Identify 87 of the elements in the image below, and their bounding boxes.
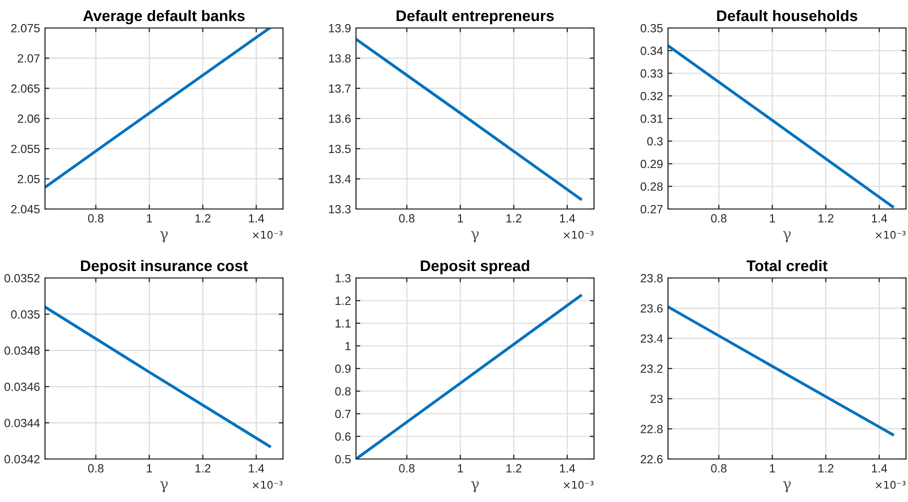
chart-title: Default households bbox=[717, 10, 858, 22]
y-tick-label: 2.07 bbox=[18, 54, 40, 63]
y-tick-label: 13.3 bbox=[329, 205, 351, 214]
x-axis-title: γ bbox=[160, 481, 168, 492]
y-tick-label: 2.055 bbox=[11, 144, 40, 154]
x-tick-label: 1.2 bbox=[195, 214, 210, 222]
x-tick-label: 0.8 bbox=[88, 214, 104, 223]
text: ×10⁻³ bbox=[252, 230, 282, 239]
y-tick-label: 0.35 bbox=[640, 24, 663, 32]
chart-title: Default entrepreneurs bbox=[396, 10, 554, 24]
y-tick-label: 1.3 bbox=[336, 274, 351, 282]
y-tick-label: 13.9 bbox=[329, 24, 351, 32]
y-tick-label: 0.0342 bbox=[4, 455, 40, 464]
y-tick-label: 13.5 bbox=[329, 144, 351, 154]
y-tick-label: 0.29 bbox=[640, 160, 663, 168]
y-tick-label: 13.6 bbox=[329, 114, 351, 123]
y-tick-label: 0.0348 bbox=[4, 346, 40, 355]
x-tick-label: 1 bbox=[146, 214, 152, 222]
y-tick-label: 2.045 bbox=[11, 205, 40, 214]
y-tick-label: 22.6 bbox=[640, 455, 663, 464]
y-tick-label: 22.8 bbox=[640, 424, 663, 434]
y-tick-label: 13.8 bbox=[329, 54, 351, 63]
text: ×10⁻³ bbox=[564, 230, 594, 239]
y-tick-label: 23 bbox=[650, 394, 663, 404]
x-tick-label: 0.8 bbox=[88, 464, 104, 473]
y-tick-label: 0.7 bbox=[335, 410, 351, 418]
x-tick-label: 1.4 bbox=[248, 464, 264, 472]
x-tick-label: 1 bbox=[458, 464, 463, 472]
y-tick-label: 0.27 bbox=[640, 205, 663, 214]
y-tick-label: 23.8 bbox=[640, 274, 663, 282]
chart-title: Deposit insurance cost bbox=[80, 260, 248, 274]
x-tick-label: 0.8 bbox=[711, 464, 726, 473]
x-axis-title: γ bbox=[782, 481, 791, 492]
x-tick-label: 1 bbox=[770, 214, 775, 222]
y-tick-label: 0.5 bbox=[335, 455, 351, 464]
y-tick-label: 13.4 bbox=[329, 174, 351, 184]
x-axis-title: γ bbox=[470, 231, 479, 242]
y-tick-label: 0.34 bbox=[640, 46, 663, 56]
x-tick-label: 1.4 bbox=[248, 214, 264, 222]
x-tick-label: 1.2 bbox=[818, 464, 834, 472]
y-tick-label: 2.06 bbox=[18, 114, 40, 123]
y-tick-label: 1 bbox=[345, 342, 351, 350]
x-tick-label: 0.8 bbox=[711, 214, 726, 223]
x-axis-title: γ bbox=[160, 231, 168, 242]
y-tick-label: 1.1 bbox=[336, 319, 351, 328]
y-tick-label: 13.7 bbox=[329, 84, 351, 93]
text: ×10⁻³ bbox=[876, 230, 906, 239]
y-tick-label: 2.075 bbox=[11, 24, 40, 32]
x-tick-label: 1.4 bbox=[872, 214, 888, 222]
chart-title: Deposit spread bbox=[420, 260, 530, 274]
y-tick-label: 0.035 bbox=[11, 310, 40, 319]
y-tick-label: 0.3 bbox=[647, 137, 663, 146]
x-tick-label: 1.4 bbox=[560, 214, 576, 222]
x-tick-label: 1.4 bbox=[872, 464, 888, 472]
y-tick-label: 2.065 bbox=[11, 84, 40, 93]
y-tick-label: 23.4 bbox=[640, 334, 663, 343]
x-tick-label: 1 bbox=[146, 464, 152, 472]
y-tick-label: 0.31 bbox=[640, 114, 663, 123]
y-tick-label: 2.05 bbox=[18, 174, 40, 184]
x-tick-label: 1.4 bbox=[560, 464, 576, 472]
chart-title: Average default banks bbox=[83, 10, 245, 24]
chart-title: Total credit bbox=[746, 260, 828, 272]
x-tick-label: 1.2 bbox=[195, 464, 210, 472]
y-tick-label: 23.6 bbox=[640, 304, 663, 313]
x-axis-title: γ bbox=[470, 481, 479, 492]
x-tick-label: 1 bbox=[458, 214, 463, 222]
y-tick-label: 0.33 bbox=[640, 69, 663, 78]
y-tick-label: 0.6 bbox=[335, 432, 351, 441]
y-tick-label: 0.0352 bbox=[4, 274, 40, 282]
y-tick-label: 0.8 bbox=[335, 387, 351, 396]
y-tick-label: 0.9 bbox=[335, 364, 351, 373]
y-tick-label: 1.2 bbox=[336, 296, 351, 305]
y-tick-label: 0.32 bbox=[640, 92, 663, 100]
text: ×10⁻³ bbox=[252, 480, 282, 489]
x-axis-title: γ bbox=[782, 231, 791, 242]
y-tick-label: 0.0344 bbox=[4, 418, 40, 428]
y-tick-label: 0.28 bbox=[640, 182, 663, 191]
text: ×10⁻³ bbox=[564, 480, 594, 489]
y-tick-label: 0.0346 bbox=[4, 382, 40, 391]
x-tick-label: 0.8 bbox=[399, 464, 414, 473]
x-tick-label: 1 bbox=[770, 464, 775, 472]
x-tick-label: 1.2 bbox=[506, 464, 522, 472]
text: ×10⁻³ bbox=[876, 480, 906, 489]
x-tick-label: 1.2 bbox=[818, 214, 834, 222]
x-tick-label: 0.8 bbox=[399, 214, 414, 223]
y-tick-label: 23.2 bbox=[640, 364, 663, 373]
x-tick-label: 1.2 bbox=[506, 214, 522, 222]
